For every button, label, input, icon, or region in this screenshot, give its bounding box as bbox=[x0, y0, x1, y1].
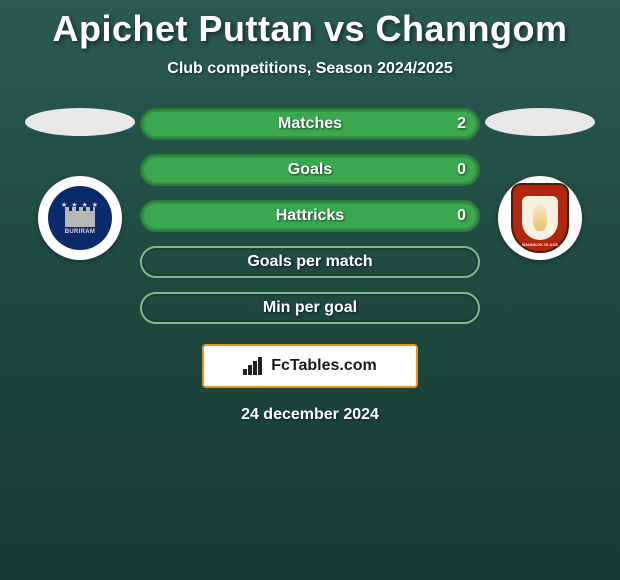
buriram-crest-icon: ★ ★ ★ ★ BURIRAM bbox=[48, 186, 112, 250]
stat-row: Min per goal bbox=[140, 292, 480, 324]
stat-label: Hattricks bbox=[276, 207, 344, 225]
bangkok-glass-crest-icon: BANGKOK GLASS bbox=[511, 183, 569, 253]
stats-list: Matches 2 Goals 0 Hattricks 0 Goals per match M… bbox=[140, 108, 480, 324]
page-title: Apichet Puttan vs Channgom bbox=[0, 0, 620, 50]
date-text: 24 december 2024 bbox=[0, 406, 620, 424]
stat-label: Goals bbox=[288, 161, 332, 179]
stat-label: Goals per match bbox=[247, 253, 372, 271]
left-team-badge: ★ ★ ★ ★ BURIRAM bbox=[38, 176, 122, 260]
fctables-logo-icon bbox=[243, 357, 265, 375]
stat-row: Matches 2 bbox=[140, 108, 480, 140]
stat-label: Min per goal bbox=[263, 299, 357, 317]
subtitle: Club competitions, Season 2024/2025 bbox=[0, 60, 620, 78]
stat-value-right: 0 bbox=[457, 161, 466, 179]
brand-watermark: FcTables.com bbox=[202, 344, 418, 388]
stat-label: Matches bbox=[278, 115, 342, 133]
stat-row: Goals 0 bbox=[140, 154, 480, 186]
brand-text: FcTables.com bbox=[271, 357, 377, 375]
left-column: ★ ★ ★ ★ BURIRAM bbox=[20, 108, 140, 260]
stat-row: Hattricks 0 bbox=[140, 200, 480, 232]
right-column: BANGKOK GLASS bbox=[480, 108, 600, 260]
right-team-badge: BANGKOK GLASS bbox=[498, 176, 582, 260]
stat-row: Goals per match bbox=[140, 246, 480, 278]
stat-value-right: 2 bbox=[457, 115, 466, 133]
right-ellipse bbox=[485, 108, 595, 136]
comparison-content: ★ ★ ★ ★ BURIRAM Matches 2 Goals 0 Hattricks 0… bbox=[0, 108, 620, 324]
stat-value-right: 0 bbox=[457, 207, 466, 225]
left-ellipse bbox=[25, 108, 135, 136]
